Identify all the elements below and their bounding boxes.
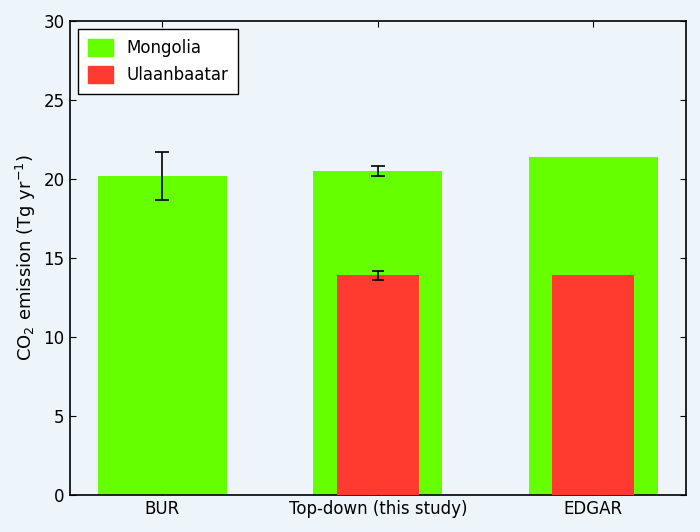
Bar	[528, 157, 658, 495]
Legend: Mongolia, Ulaanbaatar: Mongolia, Ulaanbaatar	[78, 29, 238, 94]
Bar	[337, 276, 419, 495]
Y-axis label: CO$_2$ emission (Tg yr$^{-1}$): CO$_2$ emission (Tg yr$^{-1}$)	[14, 155, 38, 361]
Bar	[313, 171, 442, 495]
Bar	[552, 276, 634, 495]
Bar	[97, 176, 227, 495]
